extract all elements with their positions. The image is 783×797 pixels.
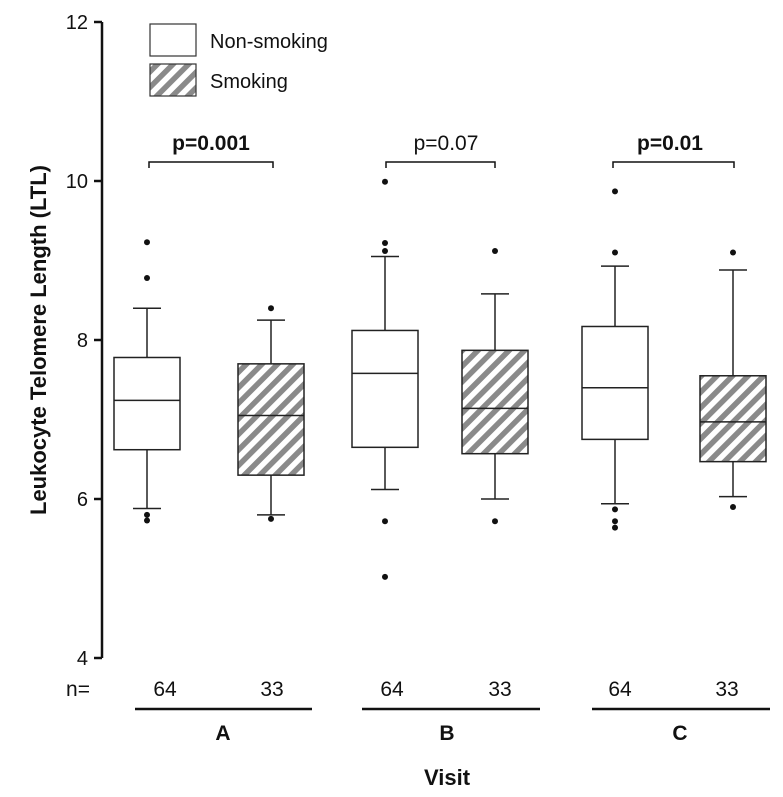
legend-label-smoking: Smoking: [210, 71, 288, 93]
outlier-point: [382, 178, 388, 185]
outlier-point: [144, 511, 150, 518]
outlier-point: [612, 249, 618, 256]
n-c-non-smoking: 64: [608, 678, 632, 701]
n-a-smoking: 33: [260, 678, 283, 701]
x-axis-title: Visit: [424, 765, 471, 790]
group-a-label: A: [215, 722, 230, 745]
outlier-point: [382, 518, 388, 525]
bracket-a: [148, 161, 274, 168]
outlier-point: [144, 274, 150, 281]
box-b-non-smoking: [351, 178, 419, 580]
box-iqr: [237, 363, 305, 476]
outlier-point: [268, 515, 274, 522]
y-tick-label: 12: [66, 12, 88, 34]
p-value-c: p=0.01: [637, 132, 703, 155]
outlier-point: [730, 503, 736, 510]
y-tick-label: 4: [77, 648, 88, 670]
y-axis-title: Leukocyte Telomere Length (LTL): [26, 165, 51, 515]
box-iqr: [581, 325, 649, 441]
outlier-point: [612, 524, 618, 531]
n-label: n=: [66, 678, 90, 701]
significance-annotations: p=0.001 p=0.07 p=0.01: [148, 132, 735, 168]
outlier-point: [382, 573, 388, 580]
outlier-point: [382, 240, 388, 247]
bracket-c: [612, 161, 735, 168]
box-iqr: [699, 375, 767, 463]
box-a-smoking: [237, 305, 305, 522]
n-b-smoking: 33: [488, 678, 511, 701]
outlier-point: [144, 517, 150, 524]
group-b-label: B: [439, 722, 454, 745]
n-c-smoking: 33: [715, 678, 738, 701]
y-tick-label: 6: [77, 489, 88, 511]
outlier-point: [382, 247, 388, 254]
box-iqr: [461, 349, 529, 455]
outlier-point: [730, 249, 736, 256]
outlier-point: [144, 239, 150, 246]
box-c-non-smoking: [581, 188, 649, 531]
legend: Non-smoking Smoking: [149, 23, 328, 97]
outlier-point: [612, 188, 618, 195]
p-value-a: p=0.001: [172, 132, 250, 155]
legend-swatch-non-smoking: [149, 23, 197, 57]
group-labels: A B C: [135, 707, 770, 745]
outlier-point: [492, 247, 498, 254]
outlier-point: [612, 506, 618, 513]
box-iqr: [113, 356, 181, 451]
box-iqr: [351, 329, 419, 449]
group-c-label: C: [672, 722, 687, 745]
n-a-non-smoking: 64: [153, 678, 177, 701]
outlier-point: [492, 518, 498, 525]
outlier-point: [268, 305, 274, 312]
box-series: [113, 178, 767, 580]
sample-size-row: n= 64 33 64 33 64 33: [66, 678, 739, 701]
n-b-non-smoking: 64: [380, 678, 404, 701]
legend-label-non-smoking: Non-smoking: [210, 31, 328, 53]
box-a-non-smoking: [113, 239, 181, 524]
y-axis-ticks: 4 6 8 10 12: [66, 12, 102, 670]
box-c-smoking: [699, 249, 767, 510]
legend-swatch-smoking: [149, 63, 197, 97]
outlier-point: [612, 518, 618, 525]
bracket-b: [385, 161, 496, 168]
y-tick-label: 10: [66, 171, 88, 193]
box-b-smoking: [461, 247, 529, 525]
p-value-b: p=0.07: [414, 132, 479, 155]
y-tick-label: 8: [77, 330, 88, 352]
